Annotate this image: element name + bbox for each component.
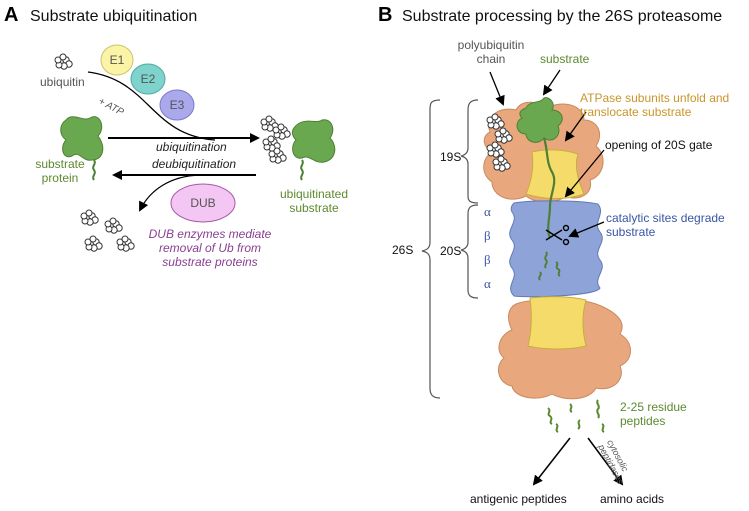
atpase-label: ATPase subunits unfold and translocate su… — [580, 91, 730, 119]
free-ubiquitin-icon-2 — [104, 217, 123, 234]
substrate-protein-shape — [60, 116, 104, 161]
unfolded-substrate-chain — [542, 137, 556, 239]
atpase-pointer — [564, 111, 587, 142]
panel-b-title: Substrate processing by the 26S proteaso… — [402, 8, 723, 25]
enzyme-cascade-curve — [87, 71, 216, 141]
panel-a-letter: A — [4, 4, 19, 26]
released-peptide-3 — [596, 399, 600, 419]
substrate-on-proteasome — [516, 97, 563, 143]
e1-enzyme — [100, 44, 134, 76]
alpha-ring-bottom: α — [484, 276, 491, 291]
free-ubiquitin-icon-4 — [116, 235, 135, 252]
polyubiquitin-label: polyubiquitin chain — [457, 38, 525, 66]
panel-b-letter: B — [378, 4, 393, 26]
e3-label: E3 — [169, 98, 185, 112]
ubiquitination-label: ubiquitination — [156, 140, 227, 154]
label-19s: 19S — [440, 150, 462, 164]
beta-ring-top: β — [484, 228, 491, 243]
catalytic-pointer — [568, 221, 605, 238]
released-peptide-5 — [577, 419, 581, 430]
e3-enzyme — [159, 89, 195, 121]
released-peptide-2 — [569, 403, 573, 413]
released-peptide-4 — [555, 423, 559, 433]
catalytic-label: catalytic sites degrade substrate — [606, 211, 725, 239]
core-peptide-3 — [538, 271, 542, 281]
substrate-label: substrate — [540, 52, 590, 66]
e1-label: E1 — [109, 53, 125, 67]
scissors-icon — [545, 224, 570, 246]
ubiquitin-icon — [54, 53, 73, 70]
amino-acids-label: amino acids — [600, 492, 665, 506]
substrate-protein-label: substrate protein — [35, 157, 85, 185]
deubiquitination-label: deubiquitination — [152, 157, 237, 171]
panel-a-title: Substrate ubiquitination — [30, 8, 198, 25]
brace-20s — [460, 204, 479, 299]
substrate-pointer — [542, 69, 561, 96]
released-peptide-6 — [601, 423, 605, 433]
dub-note: DUB enzymes mediate removal of Ub from sub… — [148, 227, 272, 269]
ubiquitin-label: ubiquitin — [40, 75, 85, 89]
amino-acid-arrow — [587, 437, 624, 486]
antigenic-arrow — [532, 437, 571, 486]
antigenic-peptides-label: antigenic peptides — [470, 492, 567, 506]
ubiquitin-release-arrow — [139, 174, 201, 212]
core-peptide-2 — [555, 261, 561, 277]
atpase-ring — [525, 149, 585, 199]
label-20s: 20S — [440, 244, 462, 258]
peptides-label: 2-25 residue peptides — [620, 400, 687, 428]
e2-label: E2 — [140, 72, 156, 86]
core-peptide-1 — [544, 251, 548, 269]
released-peptide-1 — [547, 407, 553, 425]
20s-core-particle — [509, 200, 603, 298]
ubiquitinated-substrate-label: ubiquitinated substrate — [279, 187, 349, 215]
lower-atpase-ring — [527, 296, 587, 350]
polyubiquitin-pointer — [489, 71, 505, 106]
beta-ring-bottom: β — [484, 252, 491, 267]
ubiquitinated-substrate-shape — [291, 119, 336, 163]
ubiquitinated-substrate-tail — [300, 159, 304, 181]
free-ubiquitin-icon-3 — [84, 235, 103, 252]
label-26s: 26S — [392, 243, 414, 257]
alpha-ring-top: α — [484, 204, 491, 219]
substrate-tail — [92, 159, 96, 181]
e2-enzyme — [130, 63, 166, 95]
brace-19s — [460, 99, 479, 204]
brace-26s — [421, 99, 441, 399]
free-ubiquitin-icon-1 — [80, 209, 99, 226]
gate-pointer — [564, 149, 605, 198]
gate-label: opening of 20S gate — [605, 138, 713, 152]
dub-enzyme — [170, 183, 236, 223]
dub-label: DUB — [190, 196, 216, 210]
